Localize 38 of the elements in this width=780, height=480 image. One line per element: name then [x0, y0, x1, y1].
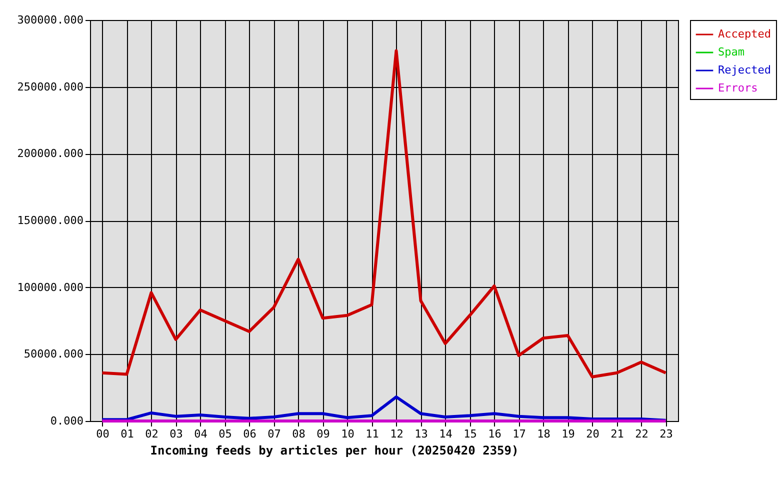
x-tick-label: 14 [439, 428, 453, 440]
x-tick-label: 21 [610, 428, 624, 440]
y-tick-label: 250000.000 [17, 80, 84, 94]
y-tick-label: 150000.000 [17, 214, 84, 227]
x-tick-label: 16 [488, 428, 502, 440]
x-tick-label: 04 [194, 428, 208, 440]
x-tick-label: 01 [120, 428, 134, 440]
x-axis-title: Incoming feeds by articles per hour (20250420 2359) [150, 444, 519, 458]
y-tick-label: 300000.000 [17, 14, 84, 26]
x-tick-label: 23 [660, 428, 673, 440]
y-tick-label: 50000.000 [24, 348, 84, 361]
x-tick-label: 08 [292, 428, 306, 440]
legend-label: Rejected [718, 64, 771, 76]
y-tick-label: 100000.000 [17, 280, 84, 294]
x-tick-label: 17 [512, 428, 526, 440]
x-tick-label: 22 [635, 428, 648, 440]
x-tick-label: 20 [586, 428, 600, 440]
x-tick-label: 10 [341, 428, 354, 440]
legend-label: Spam [718, 46, 745, 58]
legend-label: Errors [718, 82, 758, 94]
x-tick-label: 05 [218, 428, 232, 440]
x-tick-label: 11 [366, 428, 379, 440]
x-tick-label: 19 [562, 428, 575, 440]
x-tick-label: 03 [170, 428, 183, 440]
x-tick-label: 07 [268, 428, 281, 440]
x-tick-label: 06 [243, 428, 256, 440]
y-tick-label: 0.000 [50, 414, 84, 428]
x-tick-label: 13 [414, 428, 428, 440]
y-tick-label: 200000.000 [17, 147, 84, 160]
x-tick-label: 15 [464, 428, 477, 440]
x-tick-label: 00 [96, 428, 110, 440]
line-series [100, 395, 668, 422]
x-tick-label: 02 [145, 428, 158, 440]
x-tick-label: 12 [390, 428, 404, 440]
legend-label: Accepted [718, 28, 771, 40]
x-tick-label: 18 [537, 428, 550, 440]
line-series [100, 49, 668, 378]
x-tick-label: 09 [316, 428, 330, 440]
